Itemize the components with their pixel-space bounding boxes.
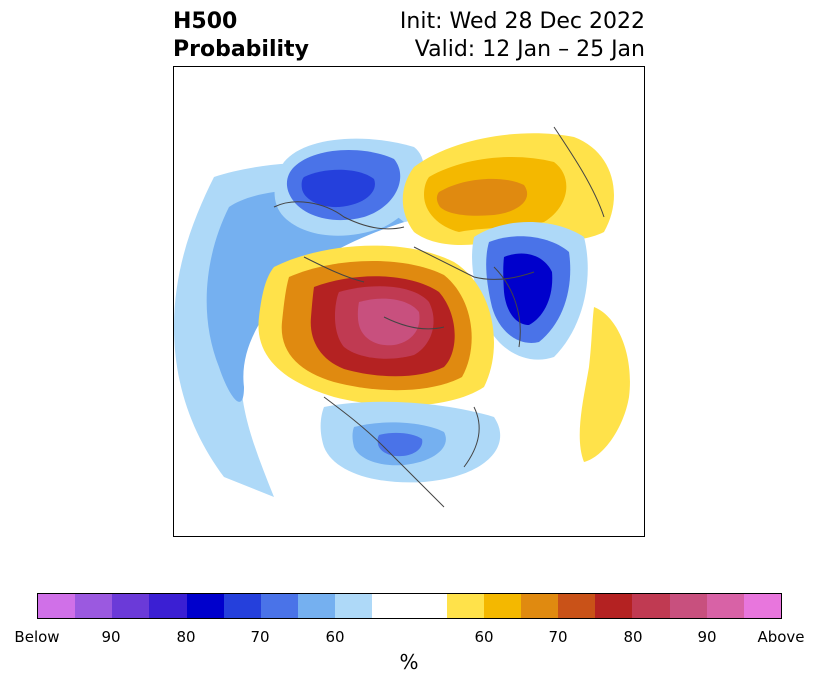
colorbar-swatch: [149, 594, 187, 618]
valid-range: Valid: 12 Jan – 25 Jan: [414, 37, 645, 62]
colorbar-tick-label: 90: [697, 628, 717, 646]
colorbar-swatch: [298, 594, 336, 618]
colorbar-unit: %: [399, 650, 419, 674]
colorbar-tick-label: 70: [250, 628, 270, 646]
colorbar-tick-label: Below: [14, 628, 60, 646]
probability-map: [173, 66, 645, 537]
colorbar-tick-label: 70: [548, 628, 568, 646]
colorbar-swatch: [521, 594, 559, 618]
colorbar: [37, 593, 782, 619]
colorbar-tick-label: 90: [101, 628, 121, 646]
colorbar-swatch: [260, 594, 299, 618]
colorbar-swatch: [335, 594, 373, 618]
colorbar-swatch: [558, 594, 596, 618]
below-90-region-canada: [301, 169, 375, 208]
colorbar-tick-label: 80: [623, 628, 643, 646]
map-title: H500 Probability: [173, 8, 309, 64]
colorbar-swatch: [38, 594, 76, 618]
date-info: Init: Wed 28 Dec 2022 Valid: 12 Jan – 25…: [400, 8, 645, 64]
above-80-region-arctic: [436, 178, 528, 216]
colorbar-swatch: [483, 594, 522, 618]
colorbar-swatch: [186, 594, 224, 618]
above-region-atlantic: [579, 307, 630, 462]
colorbar-swatch: [706, 594, 744, 618]
colorbar-swatch: [112, 594, 150, 618]
colorbar-swatch: [743, 594, 782, 618]
below-70-region-west: [206, 190, 404, 402]
colorbar-swatch: [669, 594, 707, 618]
below-80-region-usa: [377, 432, 423, 457]
coastlines: [273, 126, 605, 508]
colorbar-tick-label: 60: [474, 628, 494, 646]
colorbar-swatch: [75, 594, 113, 618]
colorbar-tick-label: 80: [176, 628, 196, 646]
above-max-region-central: [357, 298, 420, 346]
title-line-h500: H500: [173, 9, 238, 34]
colorbar-tick-label: 60: [325, 628, 345, 646]
colorbar-swatch-neutral: [372, 594, 447, 618]
title-line-probability: Probability: [173, 37, 309, 62]
colorbar-swatch: [632, 594, 670, 618]
init-date: Init: Wed 28 Dec 2022: [399, 9, 645, 34]
colorbar-tick-label: Above: [757, 628, 805, 646]
colorbar-swatch: [595, 594, 633, 618]
below-90-region-europe: [503, 253, 553, 325]
map-canvas: [174, 126, 630, 508]
colorbar-swatch: [446, 594, 484, 618]
colorbar-swatch: [223, 594, 261, 618]
